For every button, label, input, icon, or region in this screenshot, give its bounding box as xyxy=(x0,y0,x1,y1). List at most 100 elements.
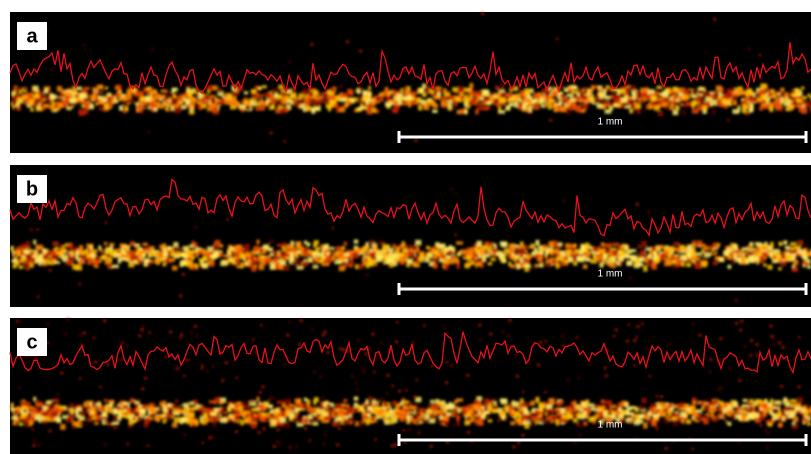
speck xyxy=(479,339,482,342)
speck xyxy=(505,418,508,421)
speck xyxy=(44,104,50,108)
speck xyxy=(491,248,498,252)
speck xyxy=(396,403,401,407)
speck xyxy=(338,427,341,430)
speck xyxy=(70,98,76,102)
speck xyxy=(213,400,217,404)
speck xyxy=(636,325,639,328)
speck xyxy=(697,240,703,245)
speck xyxy=(663,247,667,252)
speck xyxy=(539,341,542,344)
speck xyxy=(373,408,379,412)
speck xyxy=(626,340,629,343)
speck xyxy=(416,260,419,265)
speck xyxy=(200,420,205,423)
speck xyxy=(319,375,322,378)
speck xyxy=(147,131,150,134)
speck xyxy=(368,92,372,96)
speck xyxy=(495,86,499,90)
speck xyxy=(92,403,95,406)
speck xyxy=(677,405,681,410)
speck xyxy=(416,100,420,103)
speck xyxy=(720,337,723,340)
speck xyxy=(200,367,203,370)
speck xyxy=(509,254,512,258)
speck xyxy=(211,412,218,415)
speck xyxy=(166,91,170,95)
speck xyxy=(463,411,467,415)
speck xyxy=(376,411,383,416)
speck xyxy=(368,86,371,90)
speck xyxy=(802,256,808,260)
speck xyxy=(134,256,138,261)
speck xyxy=(327,351,330,354)
speck xyxy=(54,418,60,421)
speck xyxy=(437,244,443,247)
speck xyxy=(339,410,344,415)
speck xyxy=(701,418,706,421)
speck xyxy=(581,425,584,428)
speck xyxy=(364,253,369,256)
speck xyxy=(482,403,485,406)
speck xyxy=(375,245,378,250)
speck xyxy=(549,99,555,103)
speck xyxy=(18,94,23,97)
speck xyxy=(433,263,438,268)
speck xyxy=(54,261,60,264)
speck xyxy=(594,98,597,103)
speck xyxy=(769,107,773,112)
speck xyxy=(253,247,257,252)
speck xyxy=(421,99,426,104)
speck xyxy=(324,416,331,420)
speck xyxy=(615,328,618,331)
speck xyxy=(90,246,93,250)
speck xyxy=(420,253,424,259)
speck xyxy=(173,242,178,247)
speck xyxy=(145,404,149,407)
speck xyxy=(272,89,278,93)
speck xyxy=(478,324,481,327)
speck xyxy=(780,385,783,388)
speck xyxy=(104,242,107,245)
speck xyxy=(477,258,482,261)
speck xyxy=(281,109,286,114)
speck xyxy=(558,101,562,106)
speck xyxy=(521,99,527,103)
speck xyxy=(224,411,227,414)
speck xyxy=(426,246,430,249)
speck xyxy=(245,257,248,262)
speck xyxy=(144,261,147,267)
speck xyxy=(348,257,352,263)
speck xyxy=(599,93,606,98)
speck xyxy=(138,334,141,337)
speck xyxy=(64,97,69,101)
speck xyxy=(710,358,713,361)
speck xyxy=(585,400,589,405)
speck xyxy=(441,255,445,259)
speck xyxy=(60,372,63,375)
speck xyxy=(530,422,536,426)
speck xyxy=(336,246,342,252)
speck xyxy=(322,333,325,336)
speck xyxy=(244,244,250,249)
speck xyxy=(801,101,806,105)
speck xyxy=(545,250,548,255)
speck xyxy=(433,251,439,255)
speck xyxy=(19,87,23,90)
speck xyxy=(704,253,711,257)
speck xyxy=(576,97,580,102)
speck xyxy=(251,266,256,272)
speck xyxy=(143,105,148,109)
speck xyxy=(755,354,758,357)
speck xyxy=(560,408,565,414)
speck xyxy=(400,401,403,405)
speck xyxy=(95,256,101,260)
speck xyxy=(187,359,190,362)
speck xyxy=(366,420,369,425)
speck xyxy=(355,381,358,384)
speck xyxy=(235,376,238,379)
speck xyxy=(783,397,787,401)
speck xyxy=(535,95,539,99)
speck xyxy=(174,107,181,113)
